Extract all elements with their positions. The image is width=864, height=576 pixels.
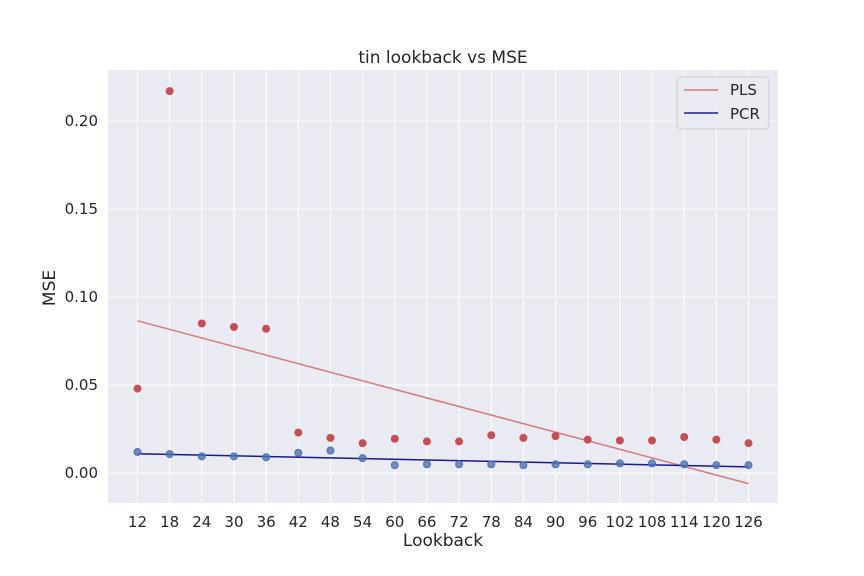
data-points <box>133 87 753 470</box>
x-tick-label: 102 <box>606 513 635 531</box>
plot-area <box>108 70 778 503</box>
x-tick-label: 42 <box>289 513 308 531</box>
trend-line-pcr <box>137 452 749 468</box>
x-tick-label: 18 <box>160 513 179 531</box>
point-pls <box>197 319 206 328</box>
point-pcr <box>648 459 657 468</box>
y-tick-label: 0.15 <box>65 200 98 218</box>
point-pls <box>229 322 238 331</box>
x-tick-label: 114 <box>670 513 699 531</box>
point-pcr <box>519 461 528 470</box>
x-axis-label: Lookback <box>403 531 483 551</box>
legend: PLS PCR <box>676 76 770 130</box>
point-pls <box>294 428 303 437</box>
legend-label-pcr: PCR <box>730 105 760 123</box>
point-pcr <box>487 460 496 469</box>
point-pcr <box>229 452 238 461</box>
point-pcr <box>165 450 174 459</box>
point-pcr <box>744 461 753 470</box>
point-pls <box>519 433 528 442</box>
point-pls <box>648 436 657 445</box>
y-tick-label: 0.05 <box>65 376 98 394</box>
point-pcr <box>712 461 721 470</box>
legend-label-pls: PLS <box>730 81 757 99</box>
point-pcr <box>455 460 464 469</box>
point-pls <box>680 432 689 441</box>
point-pcr <box>326 446 335 455</box>
point-pcr <box>680 460 689 469</box>
point-pcr <box>615 459 624 468</box>
point-pcr <box>390 461 399 470</box>
point-pcr <box>197 452 206 461</box>
point-pls <box>744 439 753 448</box>
y-tick-label: 0.10 <box>65 288 98 306</box>
x-tick-label: 24 <box>192 513 211 531</box>
point-pcr <box>133 447 142 456</box>
point-pls <box>358 439 367 448</box>
point-pcr <box>422 460 431 469</box>
x-tick-label: 60 <box>385 513 404 531</box>
x-tick-label: 72 <box>450 513 469 531</box>
point-pcr <box>551 460 560 469</box>
x-tick-label: 126 <box>734 513 763 531</box>
y-tick-labels: 0.00 0.05 0.10 0.15 0.20 <box>65 112 98 482</box>
point-pcr <box>583 460 592 469</box>
x-tick-label: 54 <box>353 513 372 531</box>
y-axis-label: MSE <box>40 270 60 306</box>
point-pls <box>455 437 464 446</box>
x-tick-label: 120 <box>702 513 731 531</box>
x-tick-label: 48 <box>321 513 340 531</box>
y-tick-label: 0.20 <box>65 112 98 130</box>
grid <box>108 70 778 503</box>
x-tick-label: 66 <box>417 513 436 531</box>
point-pls <box>487 431 496 440</box>
x-tick-label: 30 <box>224 513 243 531</box>
x-tick-label: 108 <box>638 513 667 531</box>
point-pls <box>390 434 399 443</box>
point-pcr <box>294 448 303 457</box>
point-pls <box>422 437 431 446</box>
x-tick-labels: 12 18 24 30 36 42 48 54 60 66 72 78 84 90 96 102 108 114 1… <box>128 513 763 531</box>
chart-title: tin lookback vs MSE <box>358 48 527 68</box>
x-tick-label: 36 <box>257 513 276 531</box>
x-tick-label: 12 <box>128 513 147 531</box>
point-pls <box>165 87 174 96</box>
point-pls <box>262 324 271 333</box>
point-pls <box>326 433 335 442</box>
trend-lines <box>137 320 749 485</box>
point-pls <box>583 435 592 444</box>
trend-line-pls <box>137 320 749 485</box>
x-tick-label: 78 <box>482 513 501 531</box>
point-pcr <box>358 454 367 463</box>
point-pcr <box>262 453 271 462</box>
point-pls <box>551 432 560 441</box>
x-tick-label: 90 <box>546 513 565 531</box>
point-pls <box>615 436 624 445</box>
y-tick-label: 0.00 <box>65 464 98 482</box>
point-pls <box>712 435 721 444</box>
x-tick-label: 96 <box>578 513 597 531</box>
x-tick-label: 84 <box>514 513 533 531</box>
point-pls <box>133 384 142 393</box>
